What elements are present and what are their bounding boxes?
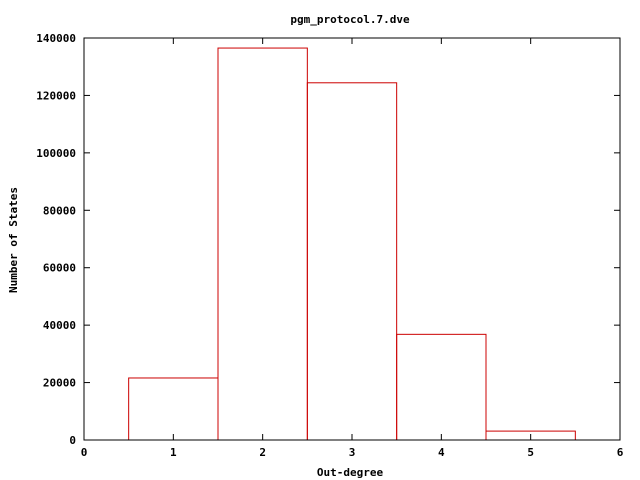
plot-border [83, 37, 621, 441]
y-tick-label: 140000 [36, 32, 76, 45]
bar-4 [396, 333, 487, 441]
y-tick-label: 40000 [43, 319, 76, 332]
x-axis-label: Out-degree [317, 466, 384, 479]
x-tick-label: 0 [81, 446, 88, 459]
y-tick-label: 20000 [43, 377, 76, 390]
x-tick-label: 1 [170, 446, 177, 459]
y-tick-label: 100000 [36, 147, 76, 160]
x-tick-label: 5 [527, 446, 534, 459]
x-tick-label: 4 [438, 446, 445, 459]
y-tick-label: 0 [69, 434, 76, 447]
x-tick-label: 2 [259, 446, 266, 459]
y-tick-label: 60000 [43, 262, 76, 275]
x-tick-label: 6 [617, 446, 624, 459]
y-tick-label: 120000 [36, 89, 76, 102]
bar-3 [306, 82, 398, 441]
chart-title: pgm_protocol.7.dve [290, 13, 410, 26]
bar-1 [128, 377, 219, 441]
y-tick-label: 80000 [43, 204, 76, 217]
x-tick-label: 3 [349, 446, 356, 459]
bar-2 [217, 47, 308, 441]
y-axis-label: Number of States [7, 187, 20, 293]
